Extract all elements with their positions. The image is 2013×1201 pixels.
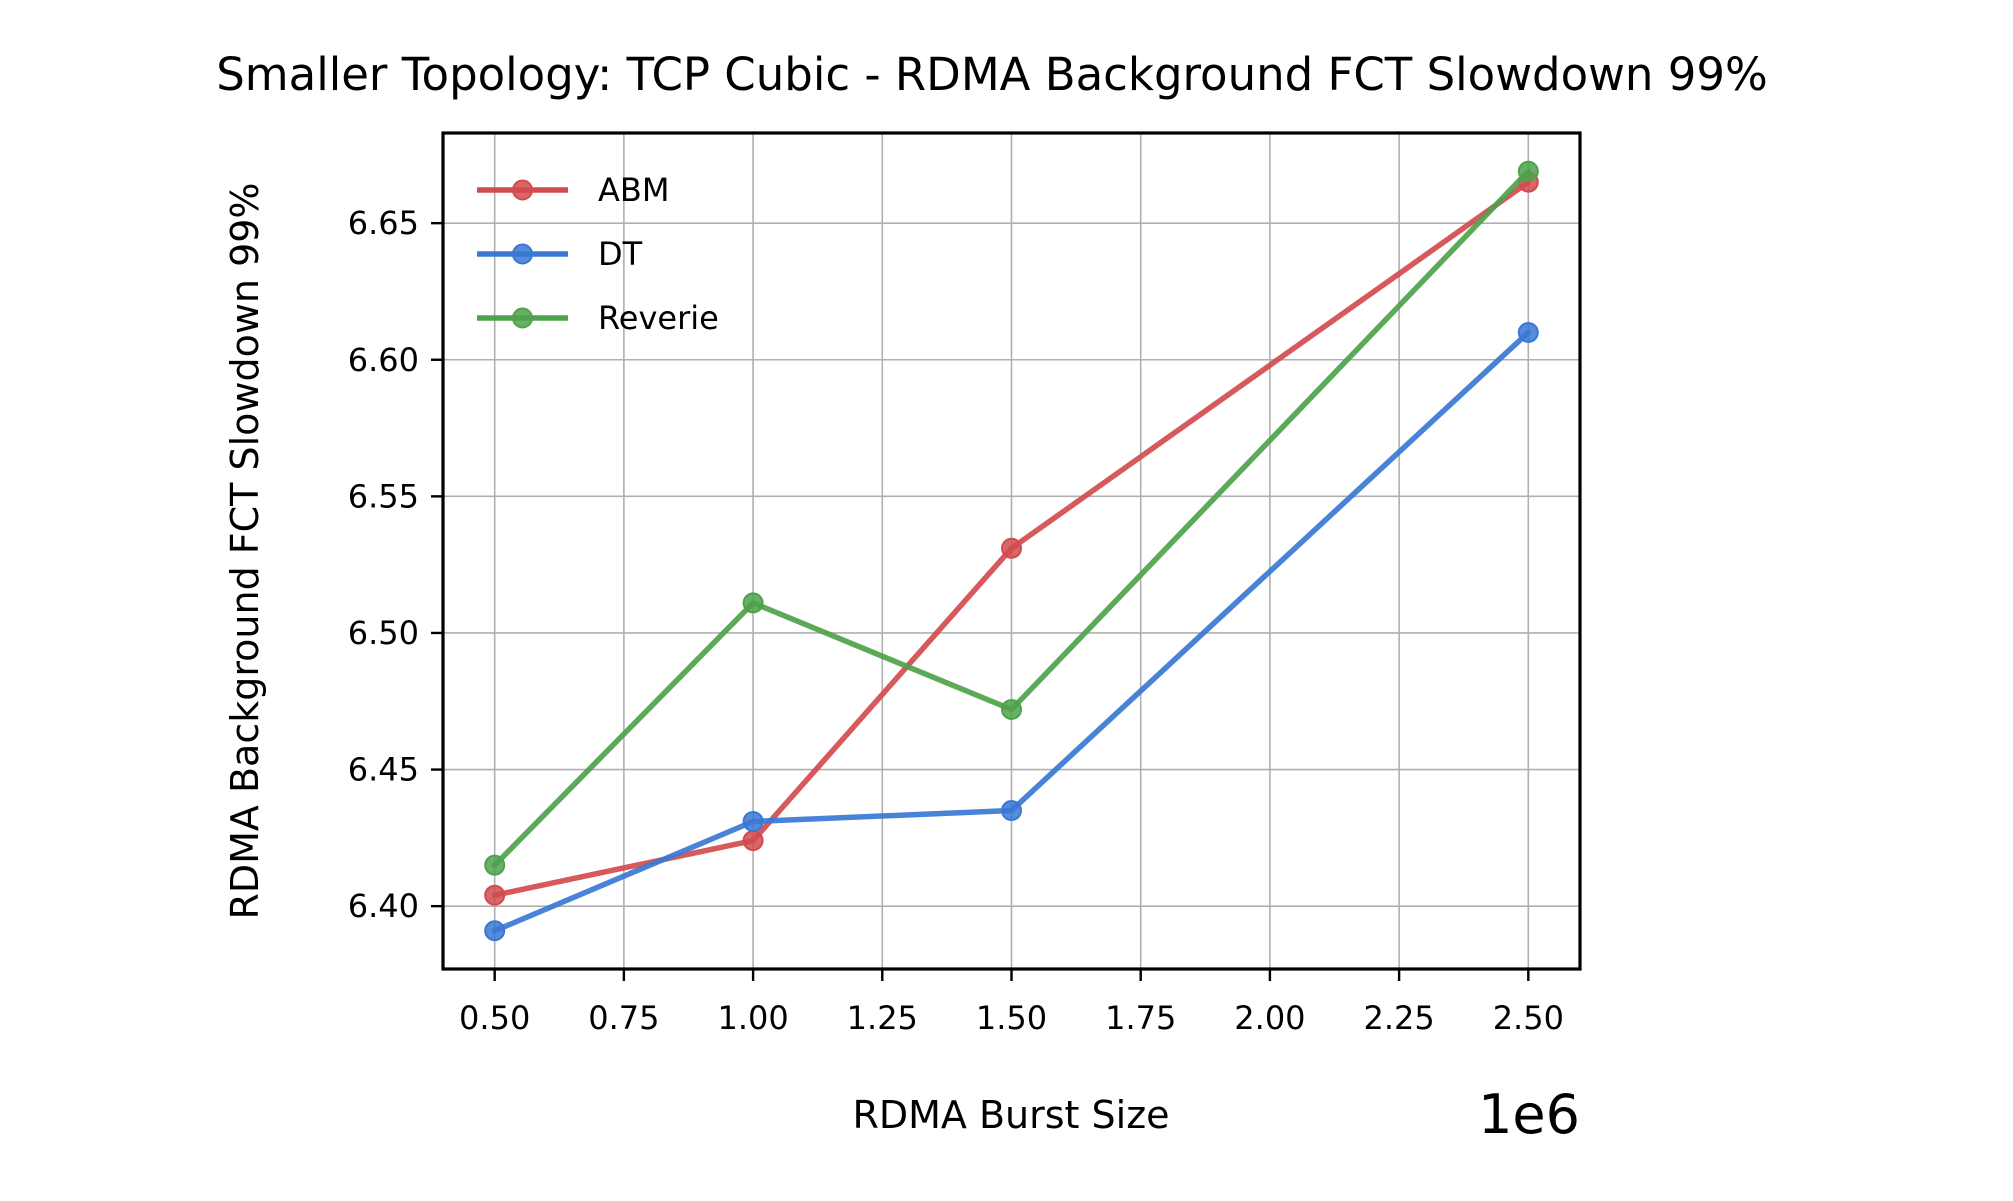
x-axis-offset-label: 1e6: [1478, 1083, 1580, 1146]
data-point: [1517, 160, 1539, 182]
legend-item-reverie: Reverie: [477, 299, 719, 337]
series-reverie: [484, 160, 1539, 876]
y-axis-label: RDMA Background FCT Slowdown 99%: [223, 182, 267, 919]
legend-label: DT: [598, 235, 643, 273]
series-line: [491, 168, 1532, 868]
y-tick-label: 6.55: [348, 477, 419, 515]
y-tick-label: 6.65: [348, 204, 419, 242]
data-point: [1517, 321, 1539, 343]
x-tick-label: 2.50: [1493, 999, 1564, 1037]
series-lines: [484, 160, 1539, 942]
chart-title: Smaller Topology: TCP Cubic - RDMA Backg…: [216, 48, 1768, 101]
y-tick-label: 6.60: [348, 341, 419, 379]
data-point: [484, 920, 506, 942]
legend-label: ABM: [598, 171, 669, 209]
x-tick-label: 1.75: [1105, 999, 1176, 1037]
legend-swatch-marker: [512, 179, 533, 201]
legend-label: Reverie: [598, 299, 719, 337]
legend-swatch-marker: [512, 307, 533, 329]
series-dt: [484, 321, 1539, 942]
y-tick-label: 6.45: [348, 751, 419, 789]
data-point: [742, 830, 764, 852]
y-axis-ticks: 6.40 6.45 6.50 6.55 6.60 6.65: [348, 204, 443, 925]
data-point: [1001, 800, 1022, 822]
x-tick-label: 1.50: [976, 999, 1047, 1037]
x-axis-ticks: 0.50 0.75 1.00 1.25 1.50 1.75 2.00 2.25 2.50: [459, 969, 1564, 1037]
x-axis-label: RDMA Burst Size: [852, 1093, 1169, 1137]
x-tick-label: 0.50: [459, 999, 530, 1037]
data-point: [1001, 537, 1022, 559]
legend: ABM DT Reverie: [477, 171, 719, 337]
x-tick-label: 2.25: [1363, 999, 1434, 1037]
legend-swatch-marker: [512, 243, 533, 265]
x-tick-label: 0.75: [588, 999, 659, 1037]
series-line: [491, 329, 1532, 934]
x-tick-label: 1.00: [717, 999, 788, 1037]
legend-item-abm: ABM: [477, 171, 669, 209]
y-tick-label: 6.40: [348, 887, 419, 925]
series-line: [491, 179, 1532, 898]
x-tick-label: 2.00: [1234, 999, 1305, 1037]
data-point: [742, 592, 764, 614]
legend-item-dt: DT: [477, 235, 643, 273]
data-point: [484, 854, 506, 876]
data-point: [742, 810, 764, 832]
y-tick-label: 6.50: [348, 614, 419, 652]
x-tick-label: 1.25: [847, 999, 918, 1037]
data-point: [484, 884, 506, 906]
data-point: [1001, 698, 1022, 720]
